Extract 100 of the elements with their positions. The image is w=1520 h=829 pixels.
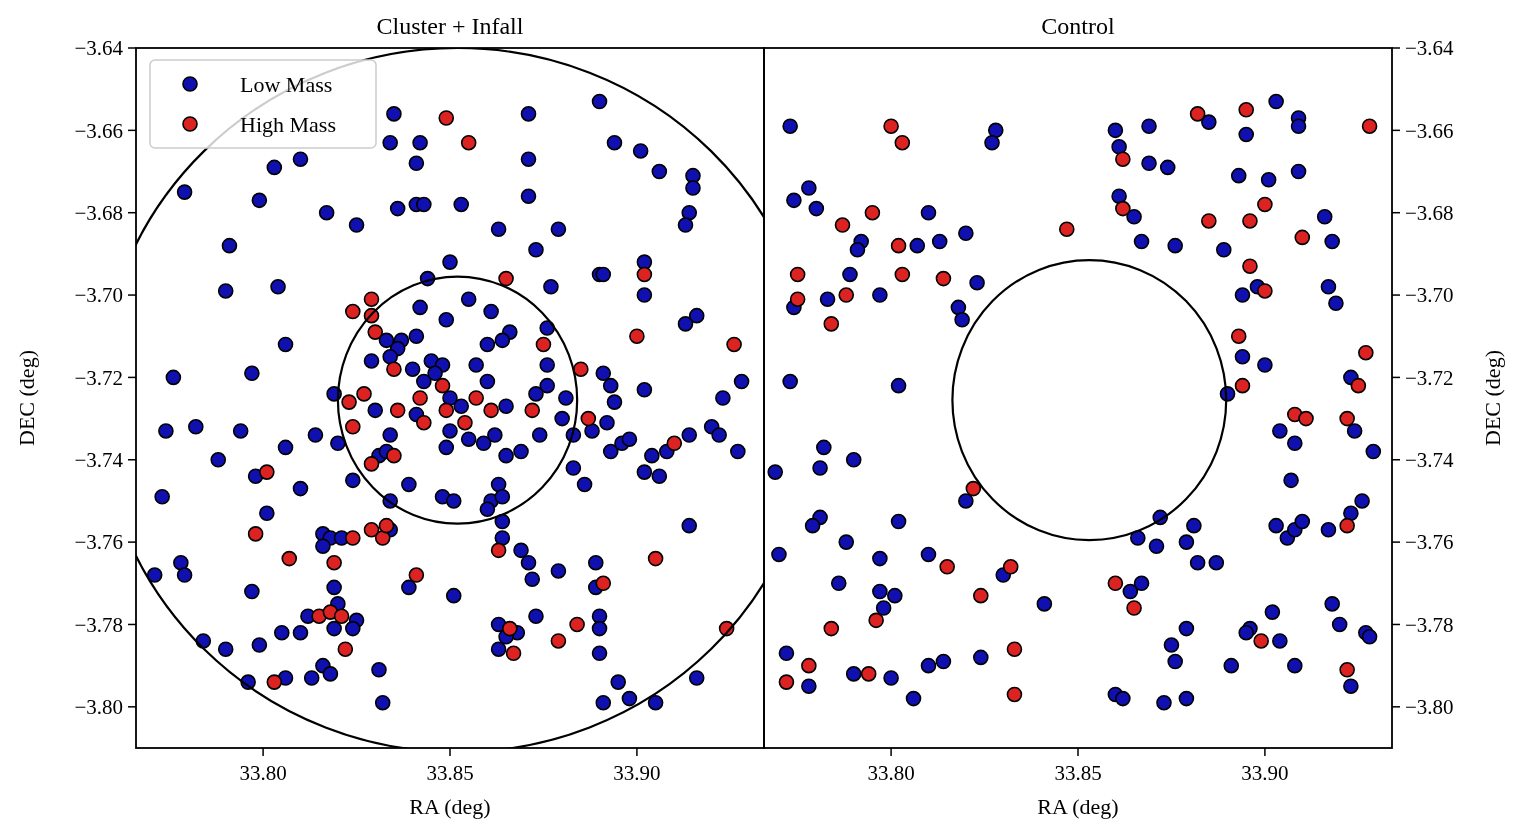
point [595, 575, 612, 592]
point [345, 419, 361, 435]
y2-tick-label: −3.74 [1405, 448, 1455, 473]
y2-axis-title: DEC (deg) [1480, 350, 1505, 446]
y2-tick-label: −3.78 [1405, 612, 1454, 637]
point [1257, 283, 1273, 299]
point [1201, 213, 1217, 229]
point [778, 674, 795, 690]
point [573, 361, 589, 377]
y-tick-label: −3.74 [74, 448, 124, 473]
point [259, 464, 275, 480]
point [1115, 200, 1131, 217]
point [412, 390, 428, 406]
point [247, 526, 264, 542]
point [666, 435, 683, 452]
point [883, 118, 899, 135]
point [939, 559, 955, 575]
point [860, 666, 877, 682]
point [1006, 686, 1023, 703]
chart-title: Cluster + Infall [376, 13, 524, 39]
point [502, 620, 518, 637]
y-tick-label: −3.70 [74, 283, 123, 308]
point [726, 336, 742, 353]
point [363, 291, 380, 307]
point [1189, 106, 1206, 122]
y2-tick-label: −3.72 [1405, 365, 1454, 390]
point [647, 550, 664, 567]
point [789, 291, 806, 307]
point [1002, 559, 1019, 575]
point [868, 612, 884, 629]
point [894, 134, 911, 151]
point [1361, 118, 1378, 135]
point [1242, 213, 1258, 229]
point [629, 328, 645, 345]
point [483, 402, 499, 419]
y-tick-label: −3.76 [74, 530, 123, 555]
point [389, 402, 406, 419]
point [580, 410, 597, 427]
point [636, 266, 653, 283]
point [1238, 101, 1255, 118]
point [935, 270, 952, 287]
point [1242, 258, 1258, 275]
point [1230, 328, 1247, 345]
point [1115, 151, 1131, 167]
point [490, 542, 507, 559]
point [1339, 517, 1355, 534]
point [363, 456, 380, 472]
point [569, 616, 585, 633]
y-tick-label: −3.68 [74, 201, 123, 226]
y-tick-label: −3.78 [74, 612, 123, 637]
y-tick-label: −3.80 [74, 695, 123, 720]
point [386, 447, 402, 464]
point [457, 414, 473, 431]
y2-tick-label: −3.80 [1405, 695, 1454, 720]
point [337, 641, 354, 657]
point [505, 645, 522, 662]
point [367, 324, 384, 340]
point [535, 336, 552, 353]
chart-title: Control [1041, 13, 1115, 39]
point [408, 567, 425, 583]
point [416, 414, 432, 431]
point [1107, 575, 1124, 592]
y2-tick-label: −3.70 [1405, 283, 1454, 308]
point [333, 608, 350, 625]
point [1257, 196, 1273, 213]
point [894, 266, 911, 283]
point [1234, 377, 1251, 394]
point [281, 550, 298, 567]
point [438, 110, 455, 126]
point [378, 517, 395, 534]
y-tick-label: −3.66 [74, 118, 123, 143]
x-tick-label: 33.85 [426, 761, 474, 785]
point [1350, 377, 1367, 394]
y2-tick-label: −3.76 [1405, 530, 1454, 555]
point [498, 270, 514, 287]
point [864, 204, 881, 221]
x-tick-label: 33.90 [1241, 761, 1289, 785]
legend-label: Low Mass [240, 71, 333, 97]
point [374, 530, 391, 546]
point [789, 266, 806, 283]
y2-tick-label: −3.68 [1405, 201, 1454, 226]
point [838, 287, 855, 303]
point [345, 303, 361, 320]
point [326, 554, 342, 571]
point [823, 620, 840, 637]
point [363, 521, 380, 538]
point [1058, 221, 1075, 237]
point [468, 390, 484, 406]
point [345, 530, 361, 546]
y-axis-title: DEC (deg) [14, 350, 39, 446]
point [438, 402, 455, 419]
point [801, 657, 817, 674]
point [524, 402, 541, 419]
y-tick-label: −3.72 [74, 365, 123, 390]
point [834, 217, 851, 233]
y-tick-label: −3.64 [74, 36, 124, 61]
legend-label: High Mass [240, 111, 336, 137]
point [1339, 661, 1355, 678]
point [1253, 633, 1269, 649]
point [1294, 229, 1311, 246]
